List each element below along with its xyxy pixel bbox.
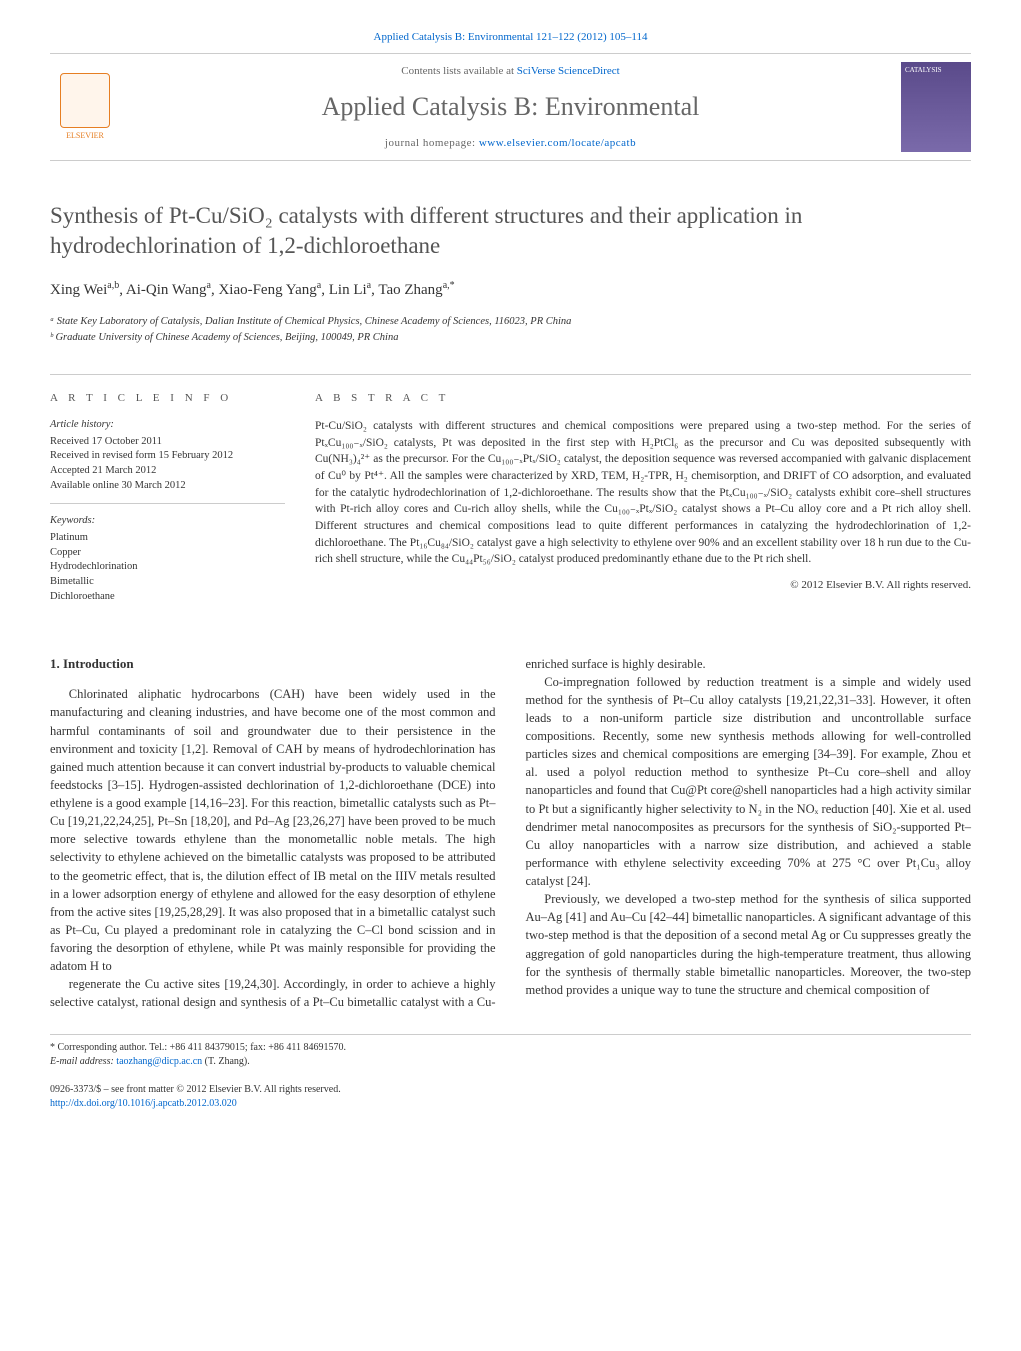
keyword: Bimetallic [50, 575, 285, 590]
history-line: Accepted 21 March 2012 [50, 464, 285, 479]
keywords-heading: Keywords: [50, 514, 285, 529]
history-heading: Article history: [50, 418, 285, 433]
affiliations: ᵃ State Key Laboratory of Catalysis, Dal… [50, 315, 971, 345]
abstract-text: Pt-Cu/SiO₂ catalysts with different stru… [315, 418, 971, 568]
corresponding-email-link[interactable]: taozhang@dicp.ac.cn [116, 1056, 202, 1067]
author-list: Xing Weia,b, Ai-Qin Wanga, Xiao-Feng Yan… [50, 279, 971, 301]
masthead-center: Contents lists available at SciVerse Sci… [132, 64, 889, 151]
footnotes: * Corresponding author. Tel.: +86 411 84… [50, 1034, 971, 1069]
abstract-label: a b s t r a c t [315, 391, 971, 406]
history-line: Received in revised form 15 February 201… [50, 449, 285, 464]
info-abstract-row: a r t i c l e i n f o Article history: R… [50, 374, 971, 625]
email-label: E-mail address: [50, 1056, 116, 1067]
keyword: Copper [50, 546, 285, 561]
contents-prefix: Contents lists available at [401, 65, 516, 77]
homepage-prefix: journal homepage: [385, 137, 479, 149]
keyword: Platinum [50, 531, 285, 546]
elsevier-label: ELSEVIER [66, 130, 104, 141]
journal-title: Applied Catalysis B: Environmental [132, 89, 889, 125]
body-text: 1. Introduction Chlorinated aliphatic hy… [50, 655, 971, 1012]
masthead: ELSEVIER Contents lists available at Sci… [50, 53, 971, 161]
keywords-block: Keywords: Platinum Copper Hydrodechlorin… [50, 514, 285, 614]
contents-line: Contents lists available at SciVerse Sci… [132, 64, 889, 79]
email-paren: (T. Zhang). [205, 1056, 250, 1067]
elsevier-logo: ELSEVIER [50, 67, 120, 147]
affiliation-a: ᵃ State Key Laboratory of Catalysis, Dal… [50, 315, 971, 330]
body-paragraph: Chlorinated aliphatic hydrocarbons (CAH)… [50, 685, 496, 975]
article-info-column: a r t i c l e i n f o Article history: R… [50, 391, 285, 625]
elsevier-tree-icon [60, 73, 110, 128]
abstract-column: a b s t r a c t Pt-Cu/SiO₂ catalysts wit… [315, 391, 971, 625]
affiliation-b: ᵇ Graduate University of Chinese Academy… [50, 331, 971, 346]
journal-reference: Applied Catalysis B: Environmental 121–1… [50, 30, 971, 45]
cover-text: CATALYSIS [905, 66, 967, 76]
homepage-link[interactable]: www.elsevier.com/locate/apcatb [479, 137, 636, 149]
article-history-block: Article history: Received 17 October 201… [50, 418, 285, 504]
body-paragraph: Co-impregnation followed by reduction tr… [526, 673, 972, 891]
article-title: Synthesis of Pt-Cu/SiO₂ catalysts with d… [50, 201, 971, 261]
article-info-label: a r t i c l e i n f o [50, 391, 285, 406]
keyword: Dichloroethane [50, 590, 285, 605]
front-matter-line: 0926-3373/$ – see front matter © 2012 El… [50, 1083, 341, 1097]
doi-link[interactable]: http://dx.doi.org/10.1016/j.apcatb.2012.… [50, 1097, 341, 1111]
corresponding-author-note: * Corresponding author. Tel.: +86 411 84… [50, 1041, 971, 1055]
footer-left: 0926-3373/$ – see front matter © 2012 El… [50, 1083, 341, 1111]
keyword: Hydrodechlorination [50, 560, 285, 575]
homepage-line: journal homepage: www.elsevier.com/locat… [132, 136, 889, 151]
page-footer: 0926-3373/$ – see front matter © 2012 El… [50, 1083, 971, 1111]
history-line: Received 17 October 2011 [50, 435, 285, 450]
journal-cover-thumb: CATALYSIS [901, 62, 971, 152]
email-line: E-mail address: taozhang@dicp.ac.cn (T. … [50, 1055, 971, 1069]
history-line: Available online 30 March 2012 [50, 479, 285, 494]
body-paragraph: Previously, we developed a two-step meth… [526, 890, 972, 999]
sciencedirect-link[interactable]: SciVerse ScienceDirect [517, 65, 620, 77]
abstract-copyright: © 2012 Elsevier B.V. All rights reserved… [315, 578, 971, 593]
section-heading: 1. Introduction [50, 655, 496, 674]
